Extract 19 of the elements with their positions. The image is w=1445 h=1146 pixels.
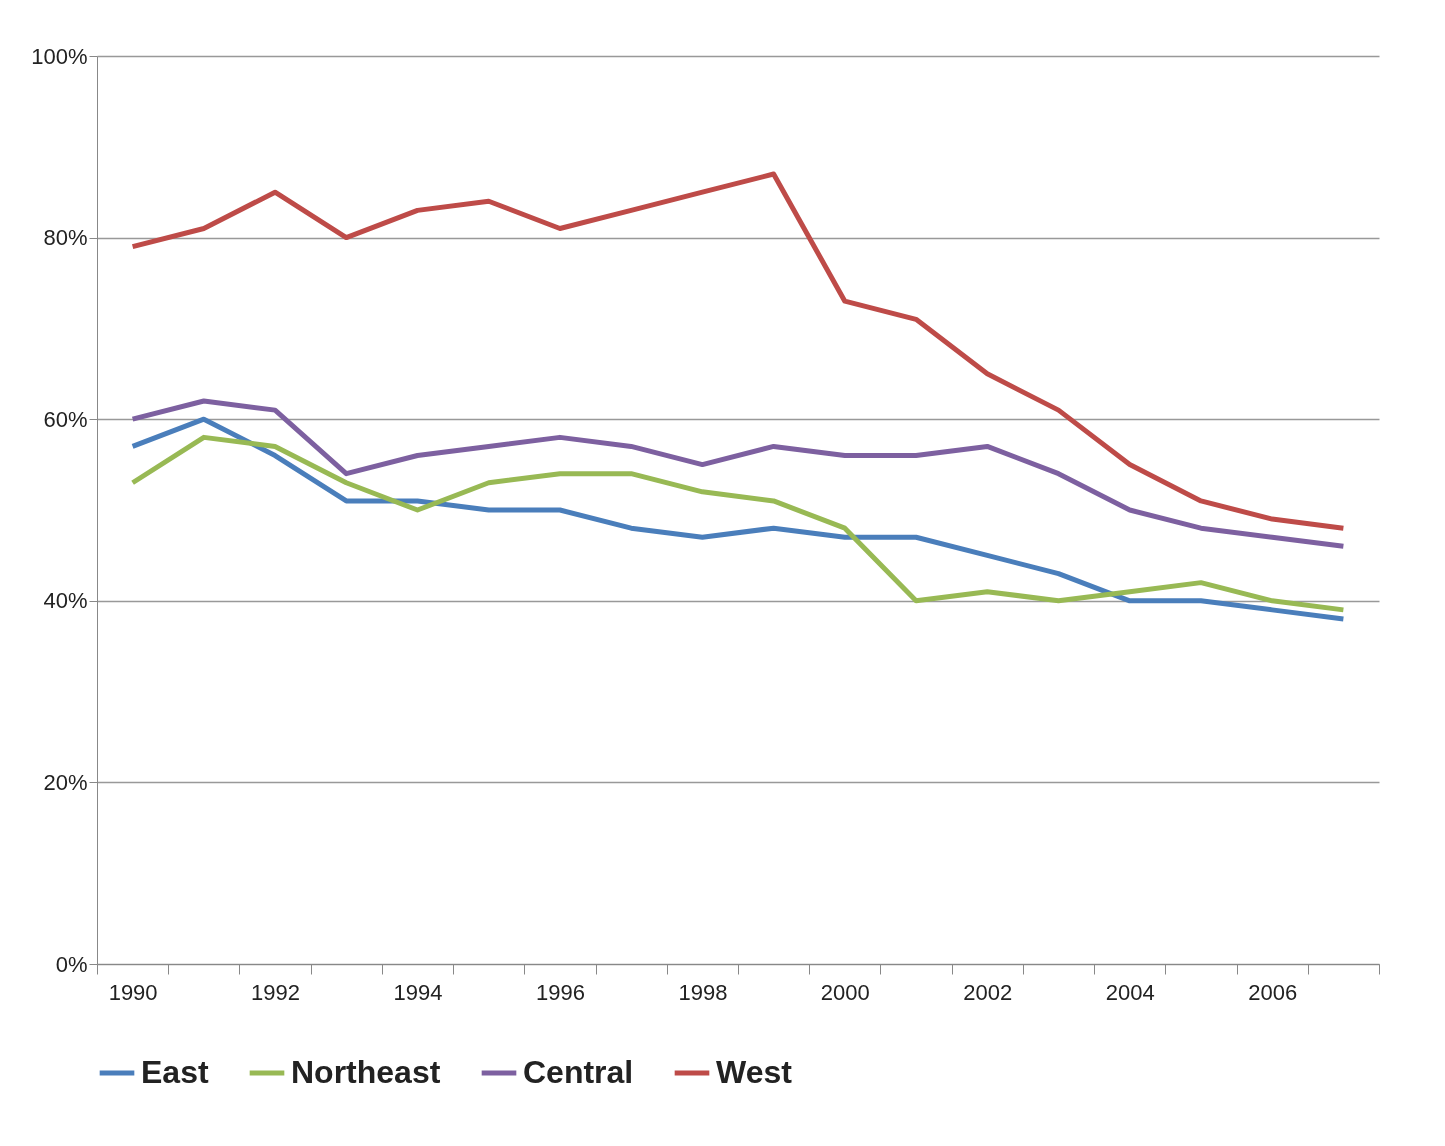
y-tick-label: 40% [43,588,88,614]
legend-label: Central [523,1054,634,1090]
y-tick-label: 60% [43,406,88,432]
x-tick-label: 1994 [393,979,443,1005]
x-tick-label: 1996 [535,979,585,1005]
legend-label: West [716,1054,793,1090]
x-tick-label: 2000 [820,979,870,1005]
legend-label: East [141,1054,209,1090]
legend-label: Northeast [291,1054,441,1090]
x-tick-label: 2006 [1248,979,1298,1005]
x-tick-label: 2004 [1105,979,1155,1005]
y-tick-label: 100% [31,43,88,69]
x-tick-label: 1992 [251,979,301,1005]
x-tick-label: 1990 [108,979,158,1005]
x-tick-label: 1998 [678,979,728,1005]
y-tick-label: 80% [43,225,88,251]
y-tick-label: 0% [55,951,88,977]
x-tick-label: 2002 [963,979,1013,1005]
y-tick-label: 20% [43,769,88,795]
